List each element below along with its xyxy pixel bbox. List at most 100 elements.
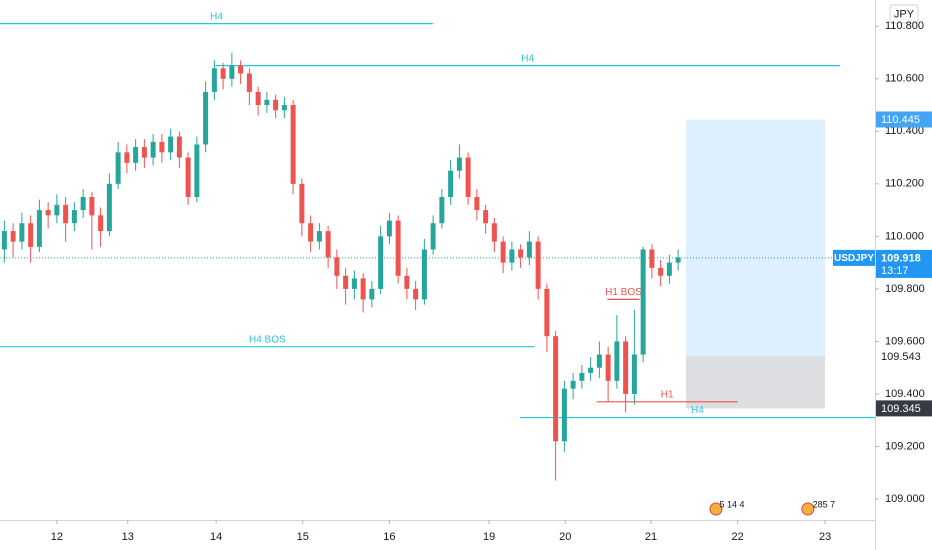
candle-body — [579, 372, 585, 381]
candle-body — [553, 336, 559, 442]
candle-body — [544, 288, 550, 337]
candle-body — [491, 223, 497, 242]
level-label: H4 — [521, 53, 534, 64]
candle-body — [220, 68, 226, 79]
currency: JPY — [894, 8, 915, 20]
candle-body — [273, 99, 279, 111]
candle-body — [395, 220, 401, 276]
candle-body — [666, 262, 672, 276]
last-price: 109.918 — [881, 252, 921, 264]
candle-body — [526, 241, 532, 258]
candle-body — [351, 278, 357, 289]
candle-body — [421, 249, 427, 300]
level-label: H1 BOS — [605, 287, 642, 298]
y-tick-label: 110.800 — [885, 20, 924, 32]
x-tick-label: 23 — [819, 531, 831, 543]
x-tick-label: 20 — [559, 531, 571, 543]
candle-body — [246, 73, 252, 92]
candle-body — [10, 231, 16, 242]
candle-body — [36, 210, 42, 247]
candle-body — [45, 210, 51, 216]
y-tick-label: 109.800 — [885, 283, 925, 295]
candle-body — [71, 210, 77, 224]
candle-body — [465, 157, 471, 197]
candle-body — [404, 275, 410, 289]
level-label: H4 BOS — [249, 334, 286, 345]
x-tick-label: 12 — [51, 531, 63, 543]
y-tick-label: 109.000 — [885, 493, 925, 505]
symbol: USDJPY — [834, 253, 874, 264]
candle-body — [159, 141, 165, 153]
candle-body — [264, 99, 270, 106]
symbol-box — [833, 249, 875, 266]
candle-body — [378, 236, 384, 289]
level-label: H1 — [661, 389, 674, 400]
candle-body — [474, 196, 480, 211]
candle-body — [115, 152, 121, 184]
candle-body — [675, 257, 681, 263]
candle-body — [509, 249, 515, 263]
candle-body — [316, 231, 322, 242]
candle-body — [255, 91, 261, 106]
event-icon — [709, 502, 723, 516]
candle-body — [168, 136, 174, 153]
candle-body — [518, 249, 524, 258]
y-tick-label: 110.000 — [885, 230, 924, 242]
x-tick-label: 15 — [297, 531, 309, 543]
candle-body — [500, 241, 506, 263]
candle-body — [98, 215, 104, 232]
candle-body — [54, 204, 60, 216]
candle-body — [1, 231, 7, 250]
x-tick-label: 13 — [122, 531, 134, 543]
candle-body — [413, 288, 419, 300]
x-tick-label: 21 — [645, 531, 657, 543]
level-label: H4 — [210, 11, 223, 22]
y-tick-label: 109.600 — [885, 335, 925, 347]
target-price-box — [876, 111, 932, 128]
candle-body — [456, 157, 462, 171]
candle-body — [124, 152, 130, 163]
candle-body — [80, 196, 86, 211]
candle-body — [605, 354, 611, 381]
currency-box[interactable] — [889, 4, 919, 24]
stop-price: 109.345 — [881, 403, 921, 415]
candle-body — [308, 223, 314, 242]
candle-body — [483, 210, 489, 224]
candle-body — [570, 380, 576, 389]
candle-body — [325, 231, 331, 258]
target-price: 110.445 — [881, 114, 920, 126]
x-tick-label: 19 — [483, 531, 495, 543]
stop-price-box — [876, 400, 932, 417]
last-price-box — [876, 249, 932, 278]
y-tick-label: 109.200 — [885, 440, 925, 452]
countdown: 13:17 — [881, 265, 909, 277]
candle-body — [334, 257, 340, 276]
event-icon — [801, 502, 815, 516]
candle-body — [614, 341, 620, 381]
entry-price-box — [876, 348, 932, 365]
candle-body — [343, 275, 349, 289]
y-tick-label: 109.400 — [885, 388, 925, 400]
level-label: H4 — [691, 405, 704, 416]
candle-body — [290, 105, 296, 184]
candle-body — [229, 65, 235, 79]
candle-body — [141, 147, 147, 158]
candle-body — [194, 144, 200, 197]
candle-body — [596, 354, 602, 368]
candle-body — [369, 288, 375, 300]
candle-body — [535, 241, 541, 289]
event-label: 285 7 — [813, 499, 836, 509]
candle-body — [203, 91, 209, 145]
candle-body — [176, 136, 182, 158]
candle-body — [386, 220, 392, 237]
y-tick-label: 110.400 — [885, 125, 924, 137]
x-tick-label: 16 — [383, 531, 395, 543]
candle-body — [19, 223, 25, 242]
candle-body — [430, 223, 436, 250]
candle-body — [238, 65, 244, 74]
candle-body — [640, 249, 646, 355]
candle-body — [63, 204, 69, 224]
